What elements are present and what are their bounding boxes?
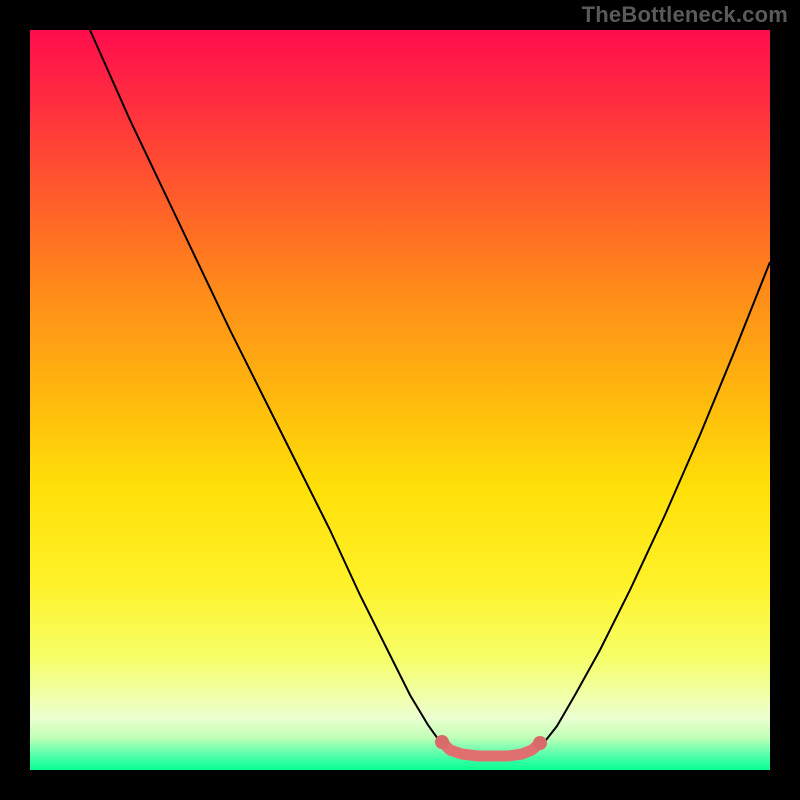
optimal-zone-left-marker [435, 735, 449, 749]
chart-container: TheBottleneck.com [0, 0, 800, 800]
optimal-zone-right-marker [533, 736, 547, 750]
watermark-text: TheBottleneck.com [582, 2, 788, 28]
bottleneck-chart [0, 0, 800, 800]
